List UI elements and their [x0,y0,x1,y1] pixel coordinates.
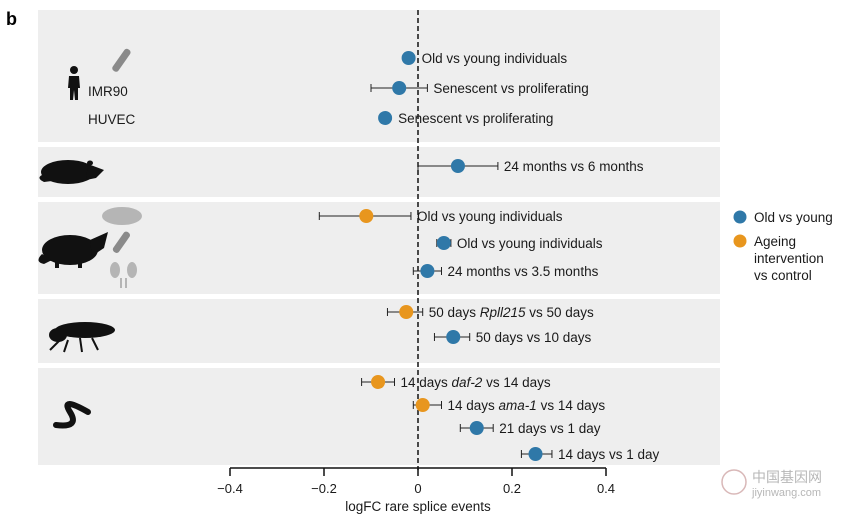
point-label: 14 days ama-1 vs 14 days [448,398,606,413]
watermark: 中国基因网 jiyinwang.com [721,469,822,499]
point-label: Old vs young individuals [457,236,603,251]
data-point-4-0: 14 days daf-2 vs 14 days [361,375,551,390]
legend: Old vs young Ageing intervention vs control [733,210,833,283]
data-point-0-2: Senescent vs proliferating [378,111,553,126]
point-label: Senescent vs proliferating [398,111,553,126]
point-marker [399,305,414,319]
fly-icon [49,322,115,353]
point-marker [392,81,407,95]
data-point-4-3: 14 days vs 1 day [520,447,660,462]
point-label: 24 months vs 6 months [504,159,644,174]
point-label: 21 days vs 1 day [499,421,601,436]
x-tick-label: 0 [414,481,421,496]
legend-label-intervention-line: intervention [754,251,824,266]
legend-label-intervention-line: Ageing [754,234,796,249]
panel-backgrounds [38,10,720,465]
legend-label-intervention-line: vs control [754,268,812,283]
point-marker [469,421,484,435]
cell-label-huvec: HUVEC [88,112,136,127]
data-point-0-1: Senescent vs proliferating [370,81,589,96]
data-point-0-0: Old vs young individuals [401,51,568,66]
x-tick-label: −0.2 [311,481,337,496]
kidney-icon [110,262,137,288]
legend-marker-old-vs-young [733,210,747,224]
organism-icons [38,48,142,429]
test-tube-icon-mouse [112,231,130,253]
brain-icon [102,207,142,225]
panel-bg-rat [38,147,720,197]
point-marker [359,209,374,223]
data-point-4-1: 14 days ama-1 vs 14 days [412,398,606,413]
data-point-2-1: Old vs young individuals [436,236,603,251]
data-point-3-1: 50 days vs 10 days [433,330,592,345]
point-marker [378,111,393,125]
test-tube-icon [112,48,131,72]
rat-icon [39,160,104,184]
point-label: Old vs young individuals [417,209,563,224]
point-marker [420,264,435,278]
point-marker [528,447,543,461]
dna-icon [721,469,747,495]
panel-bg-mouse [38,202,720,294]
point-label: 50 days Rpll215 vs 50 days [429,305,594,320]
mouse-icon [38,232,108,268]
data-point-2-2: 24 months vs 3.5 months [412,264,599,279]
cell-label-imr90: IMR90 [88,84,128,99]
x-axis: −0.4 −0.2 0 0.2 0.4 [217,467,615,496]
panel-label: b [6,9,17,29]
panel-bg-fly [38,299,720,363]
point-label: 14 days daf-2 vs 14 days [401,375,551,390]
data-point-4-2: 21 days vs 1 day [459,421,601,436]
x-tick-label: 0.2 [503,481,521,496]
watermark-subtext: jiyinwang.com [751,487,821,499]
legend-label-old-vs-young: Old vs young [754,210,833,225]
point-label: 14 days vs 1 day [558,447,660,462]
x-tick-label: −0.4 [217,481,243,496]
panel-bg-human-and-cell-lines [38,10,720,142]
worm-icon [53,401,91,429]
data-point-1-0: 24 months vs 6 months [417,159,644,174]
point-marker [371,375,386,389]
x-axis-title: logFC rare splice events [345,499,491,514]
data-marks: Old vs young individuals Senescent vs pro… [318,51,660,462]
data-point-3-0: 50 days Rpll215 vs 50 days [386,305,594,320]
point-label: 50 days vs 10 days [476,330,592,345]
point-marker [415,398,430,412]
x-tick-label: 0.4 [597,481,615,496]
point-marker [436,236,451,250]
point-label: 24 months vs 3.5 months [448,264,599,279]
point-label: Old vs young individuals [422,51,568,66]
human-icon [68,66,80,100]
legend-marker-intervention [733,234,747,248]
data-point-2-0: Old vs young individuals [318,209,563,224]
point-label: Senescent vs proliferating [433,81,588,96]
point-marker [401,51,416,65]
point-marker [446,330,461,344]
point-marker [450,159,465,173]
watermark-text: 中国基因网 [752,469,822,485]
